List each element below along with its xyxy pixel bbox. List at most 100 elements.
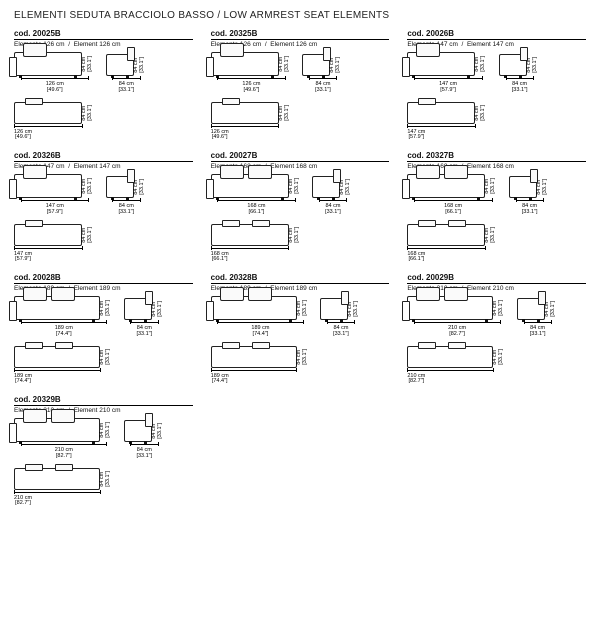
depth-dim: 84 cm[33.1"] <box>82 105 94 121</box>
front-sofa-drawing <box>407 296 493 320</box>
product-grid: cod. 20025B Elemento 126 cm / Element 12… <box>14 29 586 507</box>
top-view: 84 cm[33.1"] 126 cm[49.6"] <box>211 102 390 142</box>
front-sofa-drawing <box>211 296 297 320</box>
height-dim: 84 cm[33.1"] <box>527 57 539 73</box>
width-dim: 147 cm[57.9"] <box>14 252 32 264</box>
top-view: 84 cm[33.1"] 189 cm[74.4"] <box>14 346 193 386</box>
depth-dim: 84 cm[33.1"] <box>82 227 94 243</box>
top-sofa-drawing <box>14 102 82 124</box>
width-dim: 126 cm[49.6"] <box>211 130 229 142</box>
top-sofa-drawing <box>14 224 82 246</box>
width-dim: 168 cm[66.1"] <box>211 252 229 264</box>
product-cell: cod. 20029B Elemento 210 cm / Element 21… <box>407 273 586 385</box>
side-view: 84 cm[33.1"] 84 cm[33.1"] <box>106 54 148 94</box>
height-dim: 84 cm[33.1"] <box>330 57 342 73</box>
height-dim: 84 cm[33.1"] <box>475 56 487 72</box>
height-dim: 84 cm[33.1"] <box>82 56 94 72</box>
section-title: ELEMENTI SEDUTA BRACCIOLO BASSO / LOW AR… <box>14 10 586 21</box>
depth-dim: 84 cm[33.1"] <box>325 204 341 216</box>
width-dim: 210 cm[82.7"] <box>55 448 73 460</box>
views: 84 cm[33.1"] 168 cm[66.1"] 84 cm[33.1"] <box>211 174 390 263</box>
top-sofa-drawing <box>407 102 475 124</box>
width-dim: 147 cm[57.9"] <box>407 130 425 142</box>
side-sofa-drawing <box>499 54 527 76</box>
front-and-side-row: 84 cm[33.1"] 189 cm[74.4"] 84 cm[33.1"] <box>14 296 193 338</box>
height-dim: 84 cm[33.1"] <box>537 179 549 195</box>
divider <box>14 161 193 162</box>
top-sofa-drawing <box>407 346 493 368</box>
height-dim: 84 cm[33.1"] <box>152 301 164 317</box>
width-dim: 210 cm[82.7"] <box>14 496 32 508</box>
divider <box>14 39 193 40</box>
height-dim: 84 cm[33.1"] <box>297 300 309 316</box>
width-dim: 189 cm[74.4"] <box>14 374 32 386</box>
top-view: 84 cm[33.1"] 126 cm[49.6"] <box>14 102 193 142</box>
width-dim: 168 cm[66.1"] <box>247 204 265 216</box>
side-view: 84 cm[33.1"] 84 cm[33.1"] <box>124 298 166 338</box>
width-dim: 189 cm[74.4"] <box>211 374 229 386</box>
views: 84 cm[33.1"] 126 cm[49.6"] 84 cm[33.1"] <box>14 52 193 141</box>
width-dim: 189 cm[74.4"] <box>55 326 73 338</box>
depth-dim: 84 cm[33.1"] <box>136 448 152 460</box>
product-code: cod. 20329B <box>14 395 193 404</box>
front-view: 84 cm[33.1"] 168 cm[66.1"] <box>211 174 303 216</box>
product-code: cod. 20028B <box>14 273 193 282</box>
width-dim: 210 cm[82.7"] <box>448 326 466 338</box>
front-sofa-drawing <box>14 296 100 320</box>
front-sofa-drawing <box>14 418 100 442</box>
height-dim: 84 cm[33.1"] <box>485 178 497 194</box>
side-sofa-drawing <box>106 176 134 198</box>
front-and-side-row: 84 cm[33.1"] 147 cm[57.9"] 84 cm[33.1"] <box>407 52 586 94</box>
product-cell: cod. 20025B Elemento 126 cm / Element 12… <box>14 29 193 141</box>
product-cell: cod. 20327B Elemento 168 cm / Element 16… <box>407 151 586 263</box>
views: 84 cm[33.1"] 210 cm[82.7"] 84 cm[33.1"] <box>14 418 193 507</box>
height-dim: 84 cm[33.1"] <box>134 179 146 195</box>
height-dim: 84 cm[33.1"] <box>279 56 291 72</box>
height-dim: 84 cm[33.1"] <box>152 423 164 439</box>
height-dim: 84 cm[33.1"] <box>289 178 301 194</box>
views: 84 cm[33.1"] 168 cm[66.1"] 84 cm[33.1"] <box>407 174 586 263</box>
side-view: 84 cm[33.1"] 84 cm[33.1"] <box>312 176 354 216</box>
views: 84 cm[33.1"] 189 cm[74.4"] 84 cm[33.1"] <box>211 296 390 385</box>
front-view: 84 cm[33.1"] 147 cm[57.9"] <box>407 52 489 94</box>
top-view: 84 cm[33.1"] 168 cm[66.1"] <box>211 224 390 264</box>
depth-dim: 84 cm[33.1"] <box>289 227 301 243</box>
top-sofa-drawing <box>211 346 297 368</box>
front-view: 84 cm[33.1"] 126 cm[49.6"] <box>14 52 96 94</box>
top-view: 84 cm[33.1"] 147 cm[57.9"] <box>407 102 586 142</box>
front-view: 84 cm[33.1"] 189 cm[74.4"] <box>14 296 114 338</box>
top-sofa-drawing <box>211 102 279 124</box>
top-view: 84 cm[33.1"] 168 cm[66.1"] <box>407 224 586 264</box>
width-dim: 126 cm[49.6"] <box>242 82 260 94</box>
side-view: 84 cm[33.1"] 84 cm[33.1"] <box>517 298 559 338</box>
product-cell: cod. 20028B Elemento 189 cm / Element 18… <box>14 273 193 385</box>
height-dim: 84 cm[33.1"] <box>134 57 146 73</box>
views: 84 cm[33.1"] 126 cm[49.6"] 84 cm[33.1"] <box>211 52 390 141</box>
front-and-side-row: 84 cm[33.1"] 168 cm[66.1"] 84 cm[33.1"] <box>407 174 586 216</box>
side-sofa-drawing <box>312 176 340 198</box>
divider <box>14 405 193 406</box>
front-sofa-drawing <box>211 174 289 198</box>
width-dim: 126 cm[49.6"] <box>46 82 64 94</box>
width-dim: 168 cm[66.1"] <box>407 252 425 264</box>
depth-dim: 84 cm[33.1"] <box>512 82 528 94</box>
catalog-page: ELEMENTI SEDUTA BRACCIOLO BASSO / LOW AR… <box>0 0 600 507</box>
height-dim: 84 cm[33.1"] <box>348 301 360 317</box>
front-and-side-row: 84 cm[33.1"] 126 cm[49.6"] 84 cm[33.1"] <box>211 52 390 94</box>
height-dim: 84 cm[33.1"] <box>340 179 352 195</box>
depth-dim: 84 cm[33.1"] <box>530 326 546 338</box>
width-dim: 210 cm[82.7"] <box>407 374 425 386</box>
top-view: 84 cm[33.1"] 189 cm[74.4"] <box>211 346 390 386</box>
divider <box>407 39 586 40</box>
side-sofa-drawing <box>124 298 152 320</box>
depth-dim: 84 cm[33.1"] <box>279 105 291 121</box>
product-code: cod. 20326B <box>14 151 193 160</box>
views: 84 cm[33.1"] 189 cm[74.4"] 84 cm[33.1"] <box>14 296 193 385</box>
divider <box>211 283 390 284</box>
product-cell: cod. 20329B Elemento 210 cm / Element 21… <box>14 395 193 507</box>
side-view: 84 cm[33.1"] 84 cm[33.1"] <box>509 176 551 216</box>
height-dim: 84 cm[33.1"] <box>493 300 505 316</box>
front-sofa-drawing <box>211 52 279 76</box>
product-code: cod. 20025B <box>14 29 193 38</box>
front-and-side-row: 84 cm[33.1"] 147 cm[57.9"] 84 cm[33.1"] <box>14 174 193 216</box>
